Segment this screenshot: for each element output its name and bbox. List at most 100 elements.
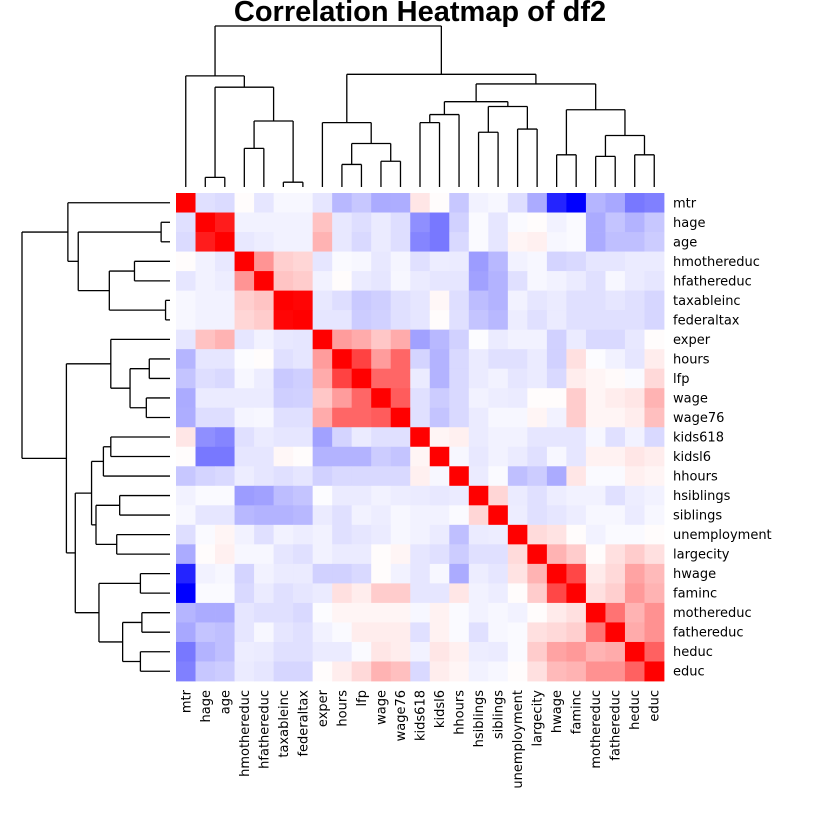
heatmap-cell-faminc-taxableinc <box>273 583 294 604</box>
heatmap-cell-hage-siblings <box>488 212 509 233</box>
heatmap-cell-siblings-hfathereduc <box>254 505 274 526</box>
heatmap-cell-hwage-mtr <box>176 563 196 584</box>
column-label: hsiblings <box>472 690 487 748</box>
heatmap-cell-exper-wage76 <box>390 329 411 350</box>
heatmap-cell-kids618-fathereduc <box>605 427 626 448</box>
heatmap-cell-heduc-mothereduc <box>585 641 606 662</box>
heatmap-cell-hage-hsiblings <box>468 212 489 233</box>
heatmap-cell-taxableinc-taxableinc <box>273 290 294 311</box>
heatmap-cell-mothereduc-hwage <box>546 602 567 623</box>
heatmap-cell-fathereduc-hhours <box>449 622 470 643</box>
heatmap-cell-wage76-wage76 <box>390 407 411 428</box>
heatmap-cell-fathereduc-faminc <box>566 622 587 643</box>
heatmap-cell-lfp-hage <box>195 368 216 389</box>
heatmap-cell-mothereduc-faminc <box>566 602 587 623</box>
heatmap-cell-kidsl6-hage <box>195 446 216 467</box>
heatmap-cell-kidsl6-taxableinc <box>273 446 294 467</box>
heatmap-cell-kids618-hfathereduc <box>254 427 274 448</box>
heatmap-cell-fathereduc-wage <box>371 622 392 643</box>
heatmap-cell-wage76-unemployment <box>507 407 528 428</box>
heatmap-cell-wage-hage <box>195 388 216 409</box>
heatmap-cell-wage76-hmothereduc <box>234 407 255 428</box>
column-label: hours <box>335 690 350 727</box>
row-label: educ <box>673 665 705 680</box>
heatmap-cell-kidsl6-heduc <box>624 446 645 467</box>
heatmap-cell-wage76-mothereduc <box>585 407 606 428</box>
heatmap-cell-exper-exper <box>312 329 333 350</box>
heatmap-cell-exper-lfp <box>351 329 372 350</box>
heatmap-cell-hours-kids618 <box>410 349 431 370</box>
heatmap-cell-faminc-kidsl6 <box>429 583 450 604</box>
heatmap-cell-mothereduc-mothereduc <box>585 602 606 623</box>
heatmap-cell-lfp-mtr <box>176 368 196 389</box>
heatmap-cell-hfathereduc-exper <box>312 271 333 291</box>
heatmap-cell-heduc-mtr <box>176 641 196 662</box>
heatmap-cell-unemployment-hours <box>332 524 353 545</box>
heatmap-cell-educ-largecity <box>527 661 548 682</box>
heatmap-cell-fathereduc-educ <box>644 622 665 643</box>
heatmap-cell-mothereduc-kids618 <box>410 602 431 623</box>
heatmap-cell-siblings-mtr <box>176 505 196 526</box>
heatmap-cell-faminc-siblings <box>488 583 509 604</box>
heatmap-cell-heduc-hfathereduc <box>254 641 274 662</box>
heatmap-cell-siblings-educ <box>644 505 665 526</box>
heatmap-cell-taxableinc-educ <box>644 290 665 311</box>
row-label: kids618 <box>673 431 724 446</box>
heatmap-cell-fathereduc-hours <box>332 622 353 643</box>
heatmap-cell-exper-heduc <box>624 329 645 350</box>
heatmap-cell-wage-wage76 <box>390 388 411 409</box>
heatmap-cell-exper-hwage <box>546 329 567 350</box>
heatmap-cell-educ-heduc <box>624 661 645 682</box>
heatmap-cell-mothereduc-siblings <box>488 602 509 623</box>
heatmap-cell-exper-hfathereduc <box>254 329 274 350</box>
heatmap-cell-hours-mothereduc <box>585 349 606 370</box>
heatmap-cell-hsiblings-hmothereduc <box>234 485 255 506</box>
heatmap-cell-wage-hhours <box>449 388 470 409</box>
heatmap-cell-hwage-fathereduc <box>605 563 626 584</box>
heatmap-cell-hwage-wage76 <box>390 563 411 584</box>
heatmap-cell-kidsl6-lfp <box>351 446 372 467</box>
heatmap-cell-hwage-age <box>215 563 235 584</box>
heatmap-cell-age-wage76 <box>390 232 411 252</box>
heatmap-cell-hmothereduc-faminc <box>566 251 587 272</box>
heatmap-cell-taxableinc-kidsl6 <box>429 290 450 311</box>
heatmap-cell-kids618-heduc <box>624 427 645 448</box>
heatmap-cell-age-lfp <box>351 232 372 252</box>
heatmap-cell-taxableinc-faminc <box>566 290 587 311</box>
heatmap-cell-hsiblings-kids618 <box>410 485 431 506</box>
heatmap-cell-unemployment-wage76 <box>390 524 411 545</box>
heatmap-cell-hfathereduc-hsiblings <box>468 271 489 291</box>
heatmap-cell-hage-wage76 <box>390 212 411 233</box>
heatmap-cell-hage-heduc <box>624 212 645 233</box>
heatmap-cell-hwage-hfathereduc <box>254 563 274 584</box>
heatmap-cell-age-hwage <box>546 232 567 252</box>
heatmap-cell-mothereduc-hhours <box>449 602 470 623</box>
heatmap-cell-hours-hhours <box>449 349 470 370</box>
heatmap-cell-hmothereduc-hsiblings <box>468 251 489 272</box>
heatmap-cell-siblings-siblings <box>488 505 509 526</box>
heatmap-cell-mtr-educ <box>644 193 665 213</box>
heatmap-cell-hfathereduc-mtr <box>176 271 196 291</box>
heatmap-cell-exper-unemployment <box>507 329 528 350</box>
heatmap-cell-federaltax-educ <box>644 310 665 331</box>
heatmap-cell-hours-hage <box>195 349 216 370</box>
heatmap-cell-hsiblings-taxableinc <box>273 485 294 506</box>
heatmap-cell-hage-educ <box>644 212 665 233</box>
heatmap-cell-hwage-taxableinc <box>273 563 294 584</box>
heatmap-cell-hwage-unemployment <box>507 563 528 584</box>
row-label: hfathereduc <box>673 274 752 289</box>
heatmap-cell-largecity-fathereduc <box>605 544 626 565</box>
heatmap-cell-kids618-hours <box>332 427 353 448</box>
heatmap-cell-lfp-mothereduc <box>585 368 606 389</box>
heatmap-cell-mtr-fathereduc <box>605 193 626 213</box>
heatmap-cell-faminc-hfathereduc <box>254 583 274 604</box>
heatmap-cell-federaltax-hwage <box>546 310 567 331</box>
heatmap-cell-heduc-hours <box>332 641 353 662</box>
heatmap-cell-mtr-kidsl6 <box>429 193 450 213</box>
heatmap-cell-wage76-faminc <box>566 407 587 428</box>
heatmap-cell-hwage-wage <box>371 563 392 584</box>
heatmap-cell-kids618-faminc <box>566 427 587 448</box>
heatmap-cell-hmothereduc-lfp <box>351 251 372 272</box>
row-label: fathereduc <box>673 626 744 641</box>
heatmap-cell-hage-hhours <box>449 212 470 233</box>
